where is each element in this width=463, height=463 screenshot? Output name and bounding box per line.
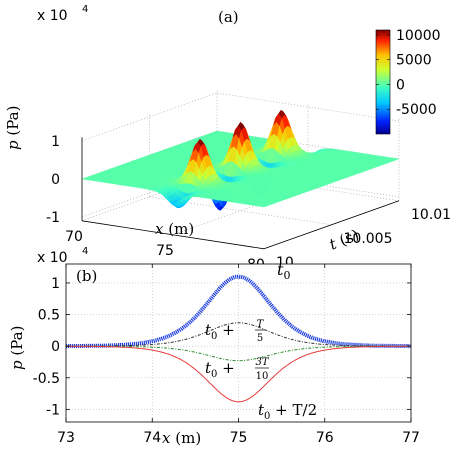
series-line-2: [66, 345, 411, 362]
y-tick-label: -1: [46, 402, 60, 418]
svg-text:3T: 3T: [255, 357, 269, 368]
surface-z-tick: 1: [51, 134, 60, 150]
svg-text:t0: t0: [277, 260, 290, 282]
svg-text:t0 + T/2: t0 + T/2: [258, 401, 317, 422]
series-label-t0-plus-T2: t0 + T/2: [258, 401, 317, 422]
colorbar-ticks: [376, 34, 390, 110]
x-tick-label: 74: [143, 430, 161, 446]
surface-z-label: p (Pa): [4, 106, 22, 150]
svg-text:t0 +: t0 +: [205, 359, 235, 380]
colorbar-tick-label: 5000: [396, 53, 432, 69]
axis-ticks: [65, 264, 412, 422]
colorbar: [375, 29, 391, 135]
colorbar-tick-label: 0: [396, 77, 405, 93]
surface-panel-label: (a): [218, 8, 239, 26]
surface-x-tick: 75: [156, 243, 174, 259]
line-panel-label: (b): [76, 267, 97, 285]
series-line-1: [66, 322, 411, 347]
x-tick-label: 76: [316, 430, 334, 446]
surface-z-tick: 0: [51, 172, 60, 188]
surface-x-tick: 70: [65, 229, 83, 245]
series-line-3: [66, 345, 411, 403]
line-multiplier: x 10: [37, 250, 68, 266]
series-lines: [66, 274, 411, 403]
surface-axes: [81, 137, 400, 250]
surface-z-tick: -1: [46, 210, 60, 226]
surface-mesh: [81, 109, 400, 211]
surface-t-label: t (s): [327, 226, 362, 254]
y-tick-label: 0: [51, 339, 60, 355]
surface-t-tick: 10.005: [344, 231, 393, 247]
x-tick-label: 73: [57, 430, 75, 446]
x-tick-label: 77: [402, 430, 420, 446]
y-tick-label: -0.5: [33, 371, 60, 387]
svg-text:5: 5: [257, 333, 263, 344]
svg-text:t0 +: t0 +: [205, 321, 235, 342]
line-plot-panel: x 10 4 1 0.5 0 -0.5 -1 73 74 75 76 77 x …: [8, 246, 420, 447]
line-x-label: x (m): [162, 429, 201, 447]
svg-text:10: 10: [256, 371, 269, 382]
surface-t-tick: 10.01: [411, 207, 451, 223]
colorbar-tick-label: 10000: [396, 28, 441, 44]
surface-multiplier: x 10: [37, 8, 68, 24]
series-label-t0: t0: [277, 260, 290, 282]
y-tick-label: 0.5: [38, 308, 60, 324]
svg-text:T: T: [257, 319, 265, 330]
x-tick-label: 75: [230, 430, 248, 446]
series-label-t0-plus-T5: t0 + T 5: [205, 319, 265, 344]
surface-x-label: x (m): [155, 220, 194, 238]
line-multiplier-exp: 4: [82, 246, 88, 257]
surface-plot-panel: x 10 4 (a) 1 0 -1 70 75 80 10 10.005 10.…: [4, 4, 451, 273]
surface-patch: [260, 205, 267, 208]
series-line-0: [66, 274, 411, 349]
line-y-label: p (Pa): [8, 326, 26, 370]
surface-multiplier-exp: 4: [82, 4, 88, 15]
y-tick-label: 1: [51, 276, 60, 292]
series-label-t0-plus-3T10: t0 + 3T 10: [205, 357, 270, 382]
colorbar-tick-label: -5000: [396, 102, 437, 118]
